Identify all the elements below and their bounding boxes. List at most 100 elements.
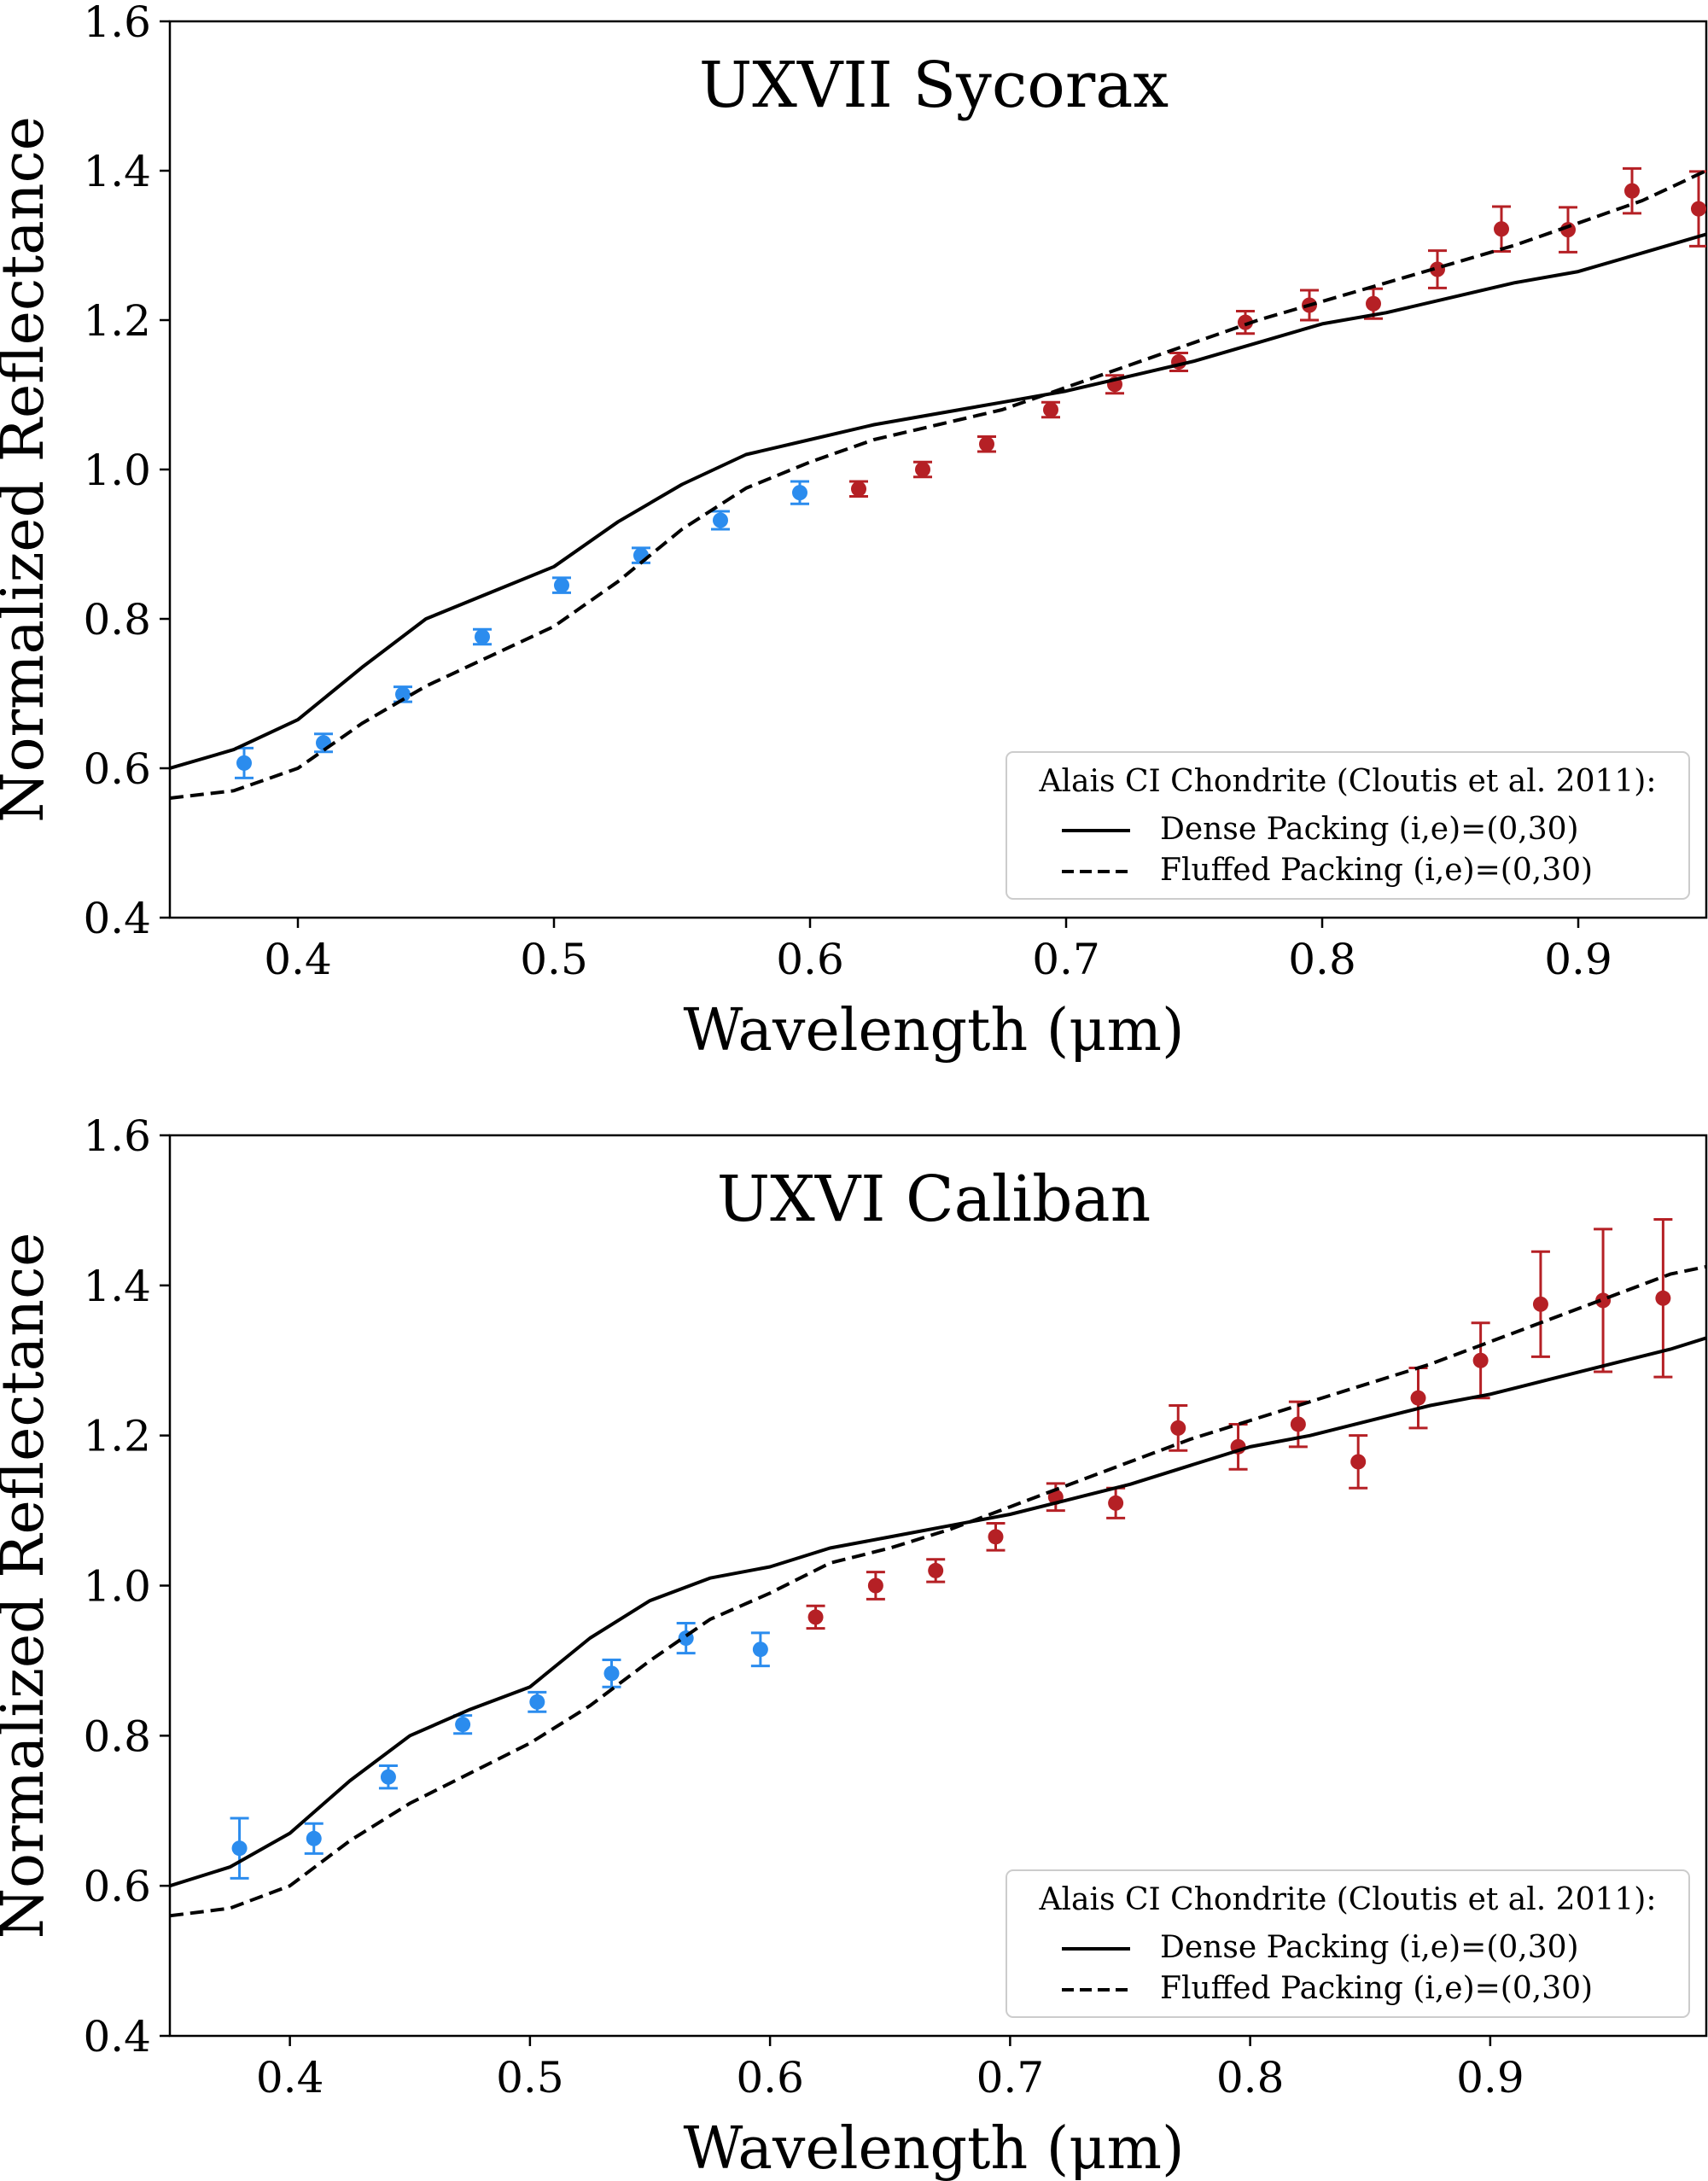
- legend: Alais CI Chondrite (Cloutis et al. 2011)…: [1006, 1869, 1690, 2018]
- data-marker: [807, 1609, 824, 1625]
- data-marker: [455, 1717, 471, 1733]
- data-marker: [231, 1840, 248, 1857]
- data-marker: [1170, 1420, 1186, 1436]
- data-point: [1041, 400, 1060, 419]
- legend-title: Alais CI Chondrite (Cloutis et al. 2011)…: [1039, 1882, 1657, 1917]
- data-point: [676, 1621, 696, 1655]
- legend-entry-label: Fluffed Packing (i,e)=(0,30): [1160, 1971, 1593, 2006]
- x-tick-label: 0.5: [496, 2053, 564, 2102]
- data-marker: [1472, 1352, 1489, 1368]
- dense-packing-line: [170, 232, 1706, 770]
- y-tick-label: 1.2: [83, 296, 151, 346]
- x-tick-label: 0.4: [264, 935, 332, 984]
- data-point: [453, 1714, 473, 1735]
- data-marker: [1350, 1454, 1367, 1470]
- chart-panel-1: 0.4 0.5 0.6 0.7 0.8 0.9 0.4 0.6 0.8 1.0 1.2 1.4 1.6 W…: [0, 0, 1708, 1064]
- data-point: [1408, 1367, 1428, 1430]
- x-tick-label: 0.6: [776, 935, 844, 984]
- x-tick-label: 0.8: [1216, 2053, 1285, 2102]
- x-tick-label: 0.8: [1288, 935, 1356, 984]
- data-marker: [1238, 314, 1253, 330]
- y-tick-label: 1.0: [83, 446, 151, 495]
- y-tick-label: 0.6: [83, 1862, 151, 1911]
- data-marker: [554, 577, 569, 593]
- data-point: [1492, 205, 1511, 253]
- data-point: [1349, 1434, 1368, 1490]
- data-point: [230, 1817, 249, 1880]
- data-point: [806, 1604, 825, 1630]
- data-marker: [792, 485, 807, 501]
- y-tick-label: 0.6: [83, 744, 151, 794]
- dense-packing-line: [170, 1336, 1706, 1888]
- data-point: [1623, 166, 1641, 215]
- fluffed-packing-line: [170, 1264, 1706, 1918]
- legend: Alais CI Chondrite (Cloutis et al. 2011)…: [1006, 751, 1690, 900]
- data-point: [378, 1764, 398, 1790]
- data-point: [304, 1822, 324, 1855]
- data-marker: [1366, 295, 1381, 312]
- data-marker: [236, 755, 252, 771]
- data-point: [1689, 170, 1706, 248]
- legend-entry-label: Fluffed Packing (i,e)=(0,30): [1160, 853, 1593, 888]
- data-point: [1471, 1321, 1490, 1400]
- x-tick-label: 0.5: [520, 935, 588, 984]
- legend-title: Alais CI Chondrite (Cloutis et al. 2011)…: [1039, 764, 1657, 799]
- fluffed-packing-line: [170, 169, 1706, 800]
- chart-title: UXVI Caliban: [717, 1163, 1151, 1236]
- legend-box: [1006, 751, 1690, 900]
- y-tick-label: 1.4: [83, 1262, 151, 1311]
- data-point: [866, 1571, 885, 1601]
- x-tick-label: 0.4: [256, 2053, 324, 2102]
- data-marker: [979, 436, 994, 452]
- y-tick-label: 0.8: [83, 595, 151, 644]
- data-marker: [851, 481, 866, 497]
- data-point: [913, 460, 932, 479]
- data-point: [790, 480, 809, 505]
- data-marker: [1043, 402, 1058, 417]
- data-point: [235, 746, 254, 779]
- data-marker: [1410, 1390, 1426, 1406]
- data-point: [1106, 1486, 1126, 1519]
- y-tick-label: 1.6: [83, 1111, 151, 1161]
- data-marker: [395, 686, 411, 703]
- x-axis-label: Wavelength (μm): [684, 997, 1185, 1064]
- x-tick-label: 0.9: [1456, 2053, 1524, 2102]
- data-marker: [915, 462, 930, 477]
- y-tick-label: 1.0: [83, 1562, 151, 1612]
- legend-entry-label: Dense Packing (i,e)=(0,30): [1160, 1930, 1579, 1965]
- data-marker: [380, 1769, 396, 1785]
- data-marker: [1290, 1416, 1306, 1432]
- data-point: [986, 1522, 1006, 1552]
- x-tick-label: 0.6: [736, 2053, 804, 2102]
- data-point: [602, 1659, 621, 1688]
- data-point: [1046, 1482, 1065, 1513]
- y-axis-label: Normalized Reflectance: [0, 116, 57, 823]
- y-tick-label: 0.4: [83, 894, 151, 943]
- y-tick-label: 0.4: [83, 2012, 151, 2061]
- legend-entry-label: Dense Packing (i,e)=(0,30): [1160, 812, 1579, 847]
- x-tick-label: 0.7: [1032, 935, 1100, 984]
- plot-data: [170, 166, 1706, 800]
- data-point: [750, 1631, 770, 1668]
- data-marker: [713, 512, 728, 528]
- data-marker: [928, 1562, 944, 1578]
- data-marker: [988, 1529, 1004, 1545]
- data-marker: [1655, 1290, 1671, 1306]
- data-marker: [603, 1665, 620, 1682]
- data-marker: [867, 1577, 883, 1594]
- y-tick-label: 1.6: [83, 0, 151, 47]
- legend-box: [1006, 1869, 1690, 2018]
- data-point: [552, 576, 571, 594]
- chart-title: UXVII Sycorax: [699, 49, 1169, 122]
- y-tick-label: 0.8: [83, 1712, 151, 1761]
- y-tick-label: 1.2: [83, 1412, 151, 1461]
- data-point: [849, 480, 868, 498]
- y-axis-label: Normalized Reflectance: [0, 1233, 57, 1939]
- data-point: [1169, 1404, 1188, 1452]
- data-point: [473, 627, 492, 646]
- data-marker: [306, 1830, 322, 1846]
- chart-panel-2: 0.4 0.5 0.6 0.7 0.8 0.9 0.4 0.6 0.8 1.0 1.2 1.4 1.6 W…: [0, 1111, 1708, 2181]
- plot-data: [170, 1217, 1706, 1918]
- x-axis-label: Wavelength (μm): [684, 2115, 1185, 2181]
